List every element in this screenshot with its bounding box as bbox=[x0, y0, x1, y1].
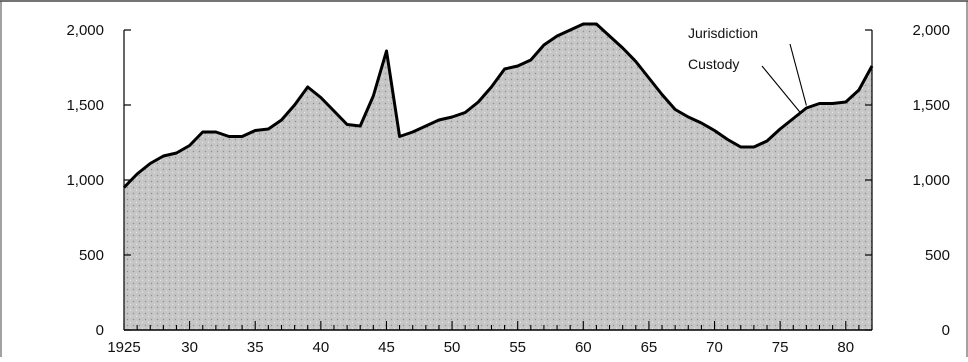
y-tick-label-left: 1,000 bbox=[66, 172, 104, 189]
annotation-custody: Custody bbox=[688, 56, 739, 72]
x-tick-label: 70 bbox=[706, 339, 723, 356]
y-tick-label-right: 1,500 bbox=[912, 97, 950, 114]
x-tick-label: 65 bbox=[641, 339, 658, 356]
y-tick-label-right: 0 bbox=[942, 322, 950, 339]
series-line bbox=[122, 22, 874, 189]
y-tick-label-left: 1,500 bbox=[66, 97, 104, 114]
x-tick-label: 1925 bbox=[107, 339, 140, 356]
annotation-leader-jurisdiction bbox=[789, 43, 807, 106]
y-tick-label-left: 2,000 bbox=[66, 22, 104, 39]
y-tick-label-right: 1,000 bbox=[912, 172, 950, 189]
x-tick-label: 35 bbox=[247, 339, 264, 356]
x-tick-label: 55 bbox=[509, 339, 526, 356]
x-tick-label: 60 bbox=[575, 339, 592, 356]
x-tick-label: 30 bbox=[181, 339, 198, 356]
x-tick-label: 40 bbox=[312, 339, 329, 356]
y-tick-label-left: 500 bbox=[79, 247, 104, 264]
x-tick-label: 45 bbox=[378, 339, 395, 356]
x-tick-label: 50 bbox=[444, 339, 461, 356]
annotation-leader-custody bbox=[761, 65, 801, 113]
x-tick-label: 80 bbox=[837, 339, 854, 356]
series-area-fill bbox=[124, 24, 872, 330]
y-tick-label-right: 2,000 bbox=[912, 22, 950, 39]
x-tick-label: 75 bbox=[772, 339, 789, 356]
annotation-jurisdiction: Jurisdiction bbox=[688, 25, 758, 41]
y-tick-label-left: 0 bbox=[96, 322, 104, 339]
y-tick-label-right: 500 bbox=[925, 247, 950, 264]
